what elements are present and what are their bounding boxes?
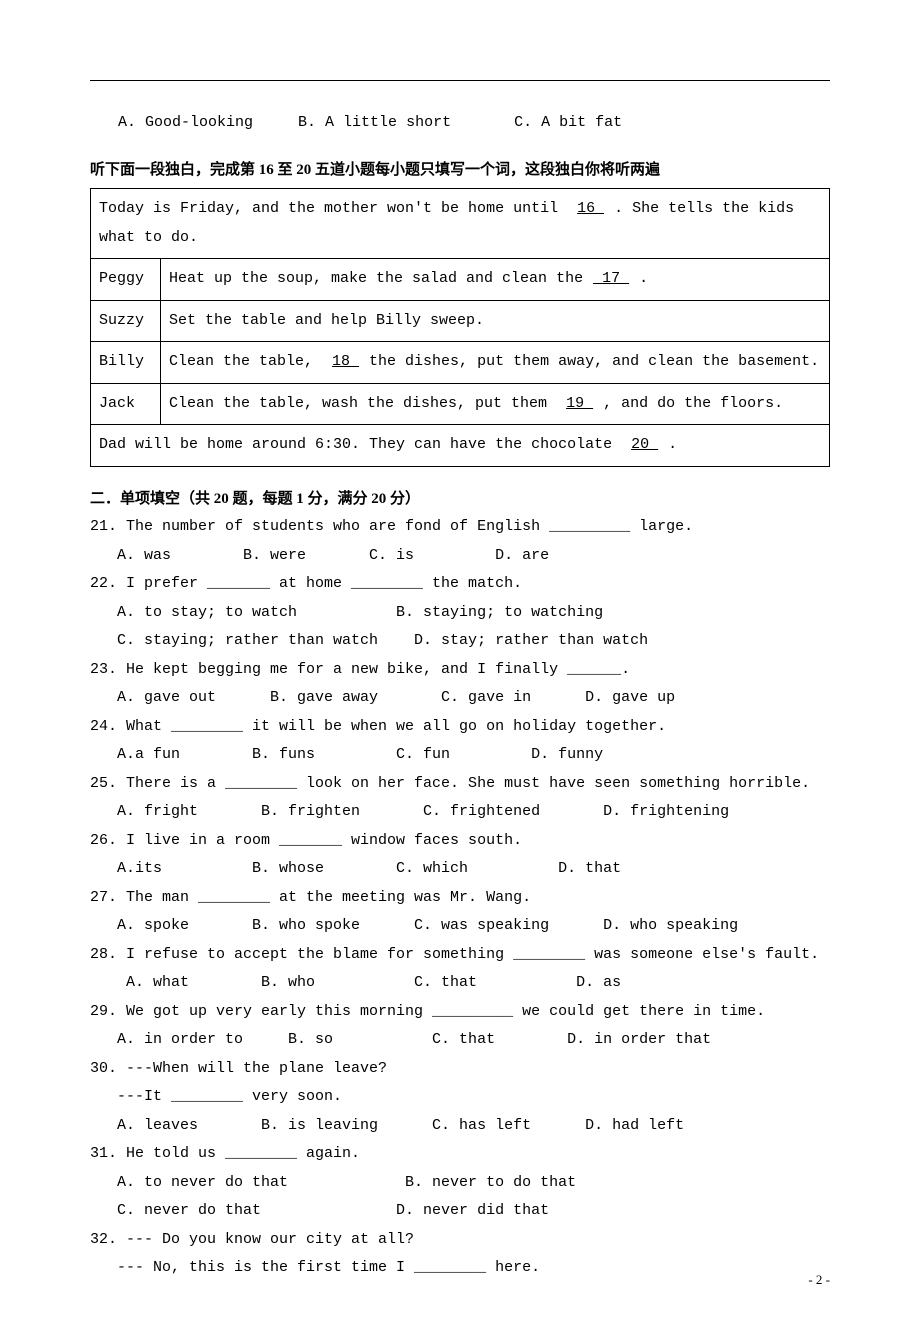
question-options: A.its B. whose C. which D. that [90, 855, 830, 884]
row-name: Peggy [91, 259, 161, 301]
question-options: A. to stay; to watch B. staying; to watc… [90, 599, 830, 656]
blank-17: 17 [583, 270, 639, 287]
question: 21. The number of students who are fond … [90, 513, 830, 570]
blank-20: 20 [621, 436, 668, 453]
question: 30. ---When will the plane leave? ---It … [90, 1055, 830, 1141]
question-stem: 29. We got up very early this morning __… [90, 998, 830, 1027]
question: 32. --- Do you know our city at all? ---… [90, 1226, 830, 1283]
text-post: the dishes, put them away, and clean the… [369, 353, 819, 370]
question-stem: 30. ---When will the plane leave? [90, 1055, 830, 1084]
question: 24. What ________ it will be when we all… [90, 713, 830, 770]
row-name: Suzzy [91, 300, 161, 342]
question-options: A. leaves B. is leaving C. has left D. h… [90, 1112, 830, 1141]
orphan-options-row: A. Good-looking B. A little short C. A b… [90, 109, 830, 138]
text-post: , and do the floors. [603, 395, 783, 412]
question: 27. The man ________ at the meeting was … [90, 884, 830, 941]
question-options: A. spoke B. who spoke C. was speaking D.… [90, 912, 830, 941]
table-row: Dad will be home around 6:30. They can h… [91, 425, 830, 467]
question: 23. He kept begging me for a new bike, a… [90, 656, 830, 713]
listening-intro-cell: Today is Friday, and the mother won't be… [91, 189, 830, 259]
text-post: . [639, 270, 648, 287]
option-c: C. A bit fat [514, 114, 622, 131]
listening-table: Today is Friday, and the mother won't be… [90, 188, 830, 467]
question: 25. There is a ________ look on her face… [90, 770, 830, 827]
question-options: A. was B. were C. is D. are [90, 542, 830, 571]
page-number: - 2 - [808, 1268, 830, 1293]
question-extra: --- No, this is the first time I _______… [90, 1254, 830, 1283]
text-pre: Clean the table, [169, 353, 322, 370]
row-text: Clean the table, 18 the dishes, put them… [161, 342, 830, 384]
text-pre: Heat up the soup, make the salad and cle… [169, 270, 583, 287]
question: 22. I prefer _______ at home ________ th… [90, 570, 830, 656]
blank-18: 18 [322, 353, 369, 370]
table-row: Peggy Heat up the soup, make the salad a… [91, 259, 830, 301]
blank-16: 16 [567, 200, 614, 217]
question-stem: 32. --- Do you know our city at all? [90, 1226, 830, 1255]
question-stem: 27. The man ________ at the meeting was … [90, 884, 830, 913]
listening-heading: 听下面一段独白，完成第 16 至 20 五道小题每小题只填写一个词，这段独白你将… [90, 156, 830, 185]
question-stem: 26. I live in a room _______ window face… [90, 827, 830, 856]
question: 26. I live in a room _______ window face… [90, 827, 830, 884]
row-name: Jack [91, 383, 161, 425]
row-text: Set the table and help Billy sweep. [161, 300, 830, 342]
text-pre: Clean the table, wash the dishes, put th… [169, 395, 556, 412]
question: 31. He told us ________ again. A. to nev… [90, 1140, 830, 1226]
question: 29. We got up very early this morning __… [90, 998, 830, 1055]
question-stem: 23. He kept begging me for a new bike, a… [90, 656, 830, 685]
question-stem: 21. The number of students who are fond … [90, 513, 830, 542]
question-stem: 28. I refuse to accept the blame for som… [90, 941, 830, 970]
intro-pre: Today is Friday, and the mother won't be… [99, 200, 567, 217]
table-row: Today is Friday, and the mother won't be… [91, 189, 830, 259]
question-options: A. what B. who C. that D. as [90, 969, 830, 998]
listening-footer-cell: Dad will be home around 6:30. They can h… [91, 425, 830, 467]
footer-post: . [668, 436, 677, 453]
question-stem: 24. What ________ it will be when we all… [90, 713, 830, 742]
question-extra: ---It ________ very soon. [90, 1083, 830, 1112]
question: 28. I refuse to accept the blame for som… [90, 941, 830, 998]
row-text: Heat up the soup, make the salad and cle… [161, 259, 830, 301]
question-options: A. fright B. frighten C. frightened D. f… [90, 798, 830, 827]
section-2-title: 二．单项填空（共 20 题，每题 1 分，满分 20 分） [90, 485, 830, 514]
question-options: A.a fun B. funs C. fun D. funny [90, 741, 830, 770]
row-text: Clean the table, wash the dishes, put th… [161, 383, 830, 425]
questions-block: 21. The number of students who are fond … [90, 513, 830, 1283]
question-options: A. in order to B. so C. that D. in order… [90, 1026, 830, 1055]
row-name: Billy [91, 342, 161, 384]
option-a: A. Good-looking [118, 114, 253, 131]
option-b: B. A little short [298, 114, 451, 131]
table-row: Billy Clean the table, 18 the dishes, pu… [91, 342, 830, 384]
table-row: Jack Clean the table, wash the dishes, p… [91, 383, 830, 425]
question-options: A. to never do that B. never to do that … [90, 1169, 830, 1226]
question-stem: 25. There is a ________ look on her face… [90, 770, 830, 799]
question-stem: 31. He told us ________ again. [90, 1140, 830, 1169]
question-stem: 22. I prefer _______ at home ________ th… [90, 570, 830, 599]
header-rule [90, 80, 830, 81]
page: A. Good-looking B. A little short C. A b… [0, 0, 920, 1323]
table-row: Suzzy Set the table and help Billy sweep… [91, 300, 830, 342]
blank-19: 19 [556, 395, 603, 412]
question-options: A. gave out B. gave away C. gave in D. g… [90, 684, 830, 713]
footer-pre: Dad will be home around 6:30. They can h… [99, 436, 621, 453]
